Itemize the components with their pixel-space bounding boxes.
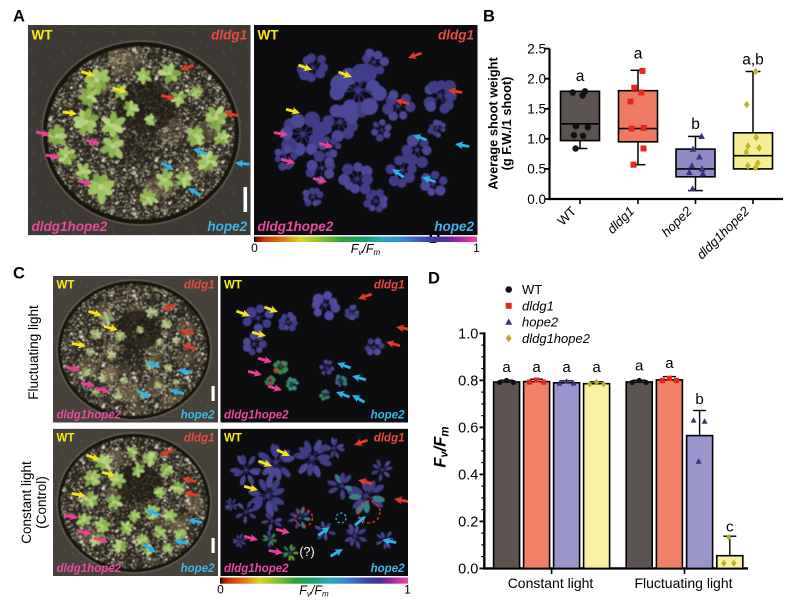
- svg-text:0.6: 0.6: [458, 421, 478, 437]
- svg-text:hope2: hope2: [181, 410, 215, 422]
- svg-text:dldg1hope2: dldg1hope2: [522, 331, 591, 346]
- svg-text:A: A: [13, 8, 25, 26]
- svg-text:dldg1: dldg1: [374, 432, 405, 444]
- svg-text:2.5: 2.5: [527, 41, 546, 56]
- svg-text:dldg1: dldg1: [438, 27, 474, 42]
- svg-text:dldg1hope2: dldg1hope2: [32, 219, 108, 234]
- svg-text:hope2: hope2: [434, 219, 474, 234]
- svg-text:dldg1hope2: dldg1hope2: [57, 563, 122, 575]
- svg-text:0: 0: [251, 241, 258, 255]
- svg-text:0.8: 0.8: [458, 374, 478, 390]
- svg-text:D: D: [428, 270, 440, 288]
- svg-text:WT: WT: [224, 432, 242, 444]
- svg-text:dldg1: dldg1: [184, 432, 215, 444]
- svg-text:dldg1hope2: dldg1hope2: [57, 410, 122, 422]
- svg-text:C: C: [13, 265, 25, 283]
- svg-text:Average shoot weight: Average shoot weight: [486, 57, 501, 190]
- svg-text:dldg1hope2: dldg1hope2: [258, 219, 334, 234]
- svg-text:Constant light: Constant light: [19, 461, 34, 544]
- svg-text:0: 0: [217, 583, 224, 597]
- svg-text:WT: WT: [522, 282, 542, 297]
- svg-text:hope2: hope2: [371, 410, 405, 422]
- svg-text:c: c: [726, 519, 734, 536]
- svg-text:1: 1: [404, 583, 411, 597]
- svg-text:a: a: [635, 358, 644, 375]
- svg-text:dldg1: dldg1: [211, 27, 247, 42]
- svg-text:0.2: 0.2: [458, 515, 478, 531]
- svg-text:hope2: hope2: [181, 563, 215, 575]
- svg-text:WT: WT: [32, 27, 54, 42]
- svg-text:dldg1hope2: dldg1hope2: [224, 410, 289, 422]
- svg-text:1.0: 1.0: [458, 327, 478, 343]
- svg-text:Fv/Fm: Fv/Fm: [351, 242, 381, 257]
- svg-text:b: b: [695, 391, 703, 408]
- svg-text:(Control): (Control): [34, 476, 49, 529]
- svg-text:(g F.W./1 shoot): (g F.W./1 shoot): [499, 77, 514, 171]
- svg-text:a: a: [592, 359, 601, 376]
- svg-text:a: a: [562, 359, 571, 376]
- svg-text:Fluctuating light: Fluctuating light: [634, 575, 732, 591]
- svg-text:0.4: 0.4: [458, 468, 478, 484]
- svg-text:a,b: a,b: [742, 52, 764, 69]
- svg-text:Fluctuating light: Fluctuating light: [26, 305, 41, 400]
- svg-text:2.0: 2.0: [527, 72, 546, 87]
- svg-text:Constant light: Constant light: [508, 575, 594, 591]
- svg-text:WT: WT: [224, 280, 242, 292]
- svg-text:a: a: [532, 359, 541, 376]
- svg-text:hope2: hope2: [371, 563, 405, 575]
- svg-text:WT: WT: [258, 27, 280, 42]
- svg-text:1.5: 1.5: [527, 102, 546, 117]
- svg-text:1.0: 1.0: [527, 132, 546, 147]
- svg-text:0.0: 0.0: [527, 192, 546, 207]
- svg-text:a: a: [576, 68, 585, 85]
- svg-text:a: a: [634, 46, 643, 63]
- svg-text:0.5: 0.5: [527, 162, 546, 177]
- svg-text:hope2: hope2: [522, 315, 559, 330]
- svg-text:dldg1hope2: dldg1hope2: [224, 563, 289, 575]
- svg-text:dldg1: dldg1: [522, 298, 554, 313]
- svg-text:(?): (?): [299, 545, 314, 559]
- svg-text:a: a: [665, 355, 674, 372]
- svg-text:hope2: hope2: [207, 219, 247, 234]
- svg-text:Fv/Fm: Fv/Fm: [299, 584, 329, 599]
- svg-text:1: 1: [473, 241, 480, 255]
- svg-text:dldg1: dldg1: [374, 280, 405, 292]
- svg-text:dldg1: dldg1: [184, 280, 215, 292]
- svg-text:0.0: 0.0: [458, 562, 478, 578]
- svg-text:b: b: [691, 116, 700, 133]
- svg-text:WT: WT: [57, 432, 75, 444]
- svg-text:B: B: [483, 8, 495, 26]
- svg-text:a: a: [502, 359, 511, 376]
- svg-text:WT: WT: [57, 280, 75, 292]
